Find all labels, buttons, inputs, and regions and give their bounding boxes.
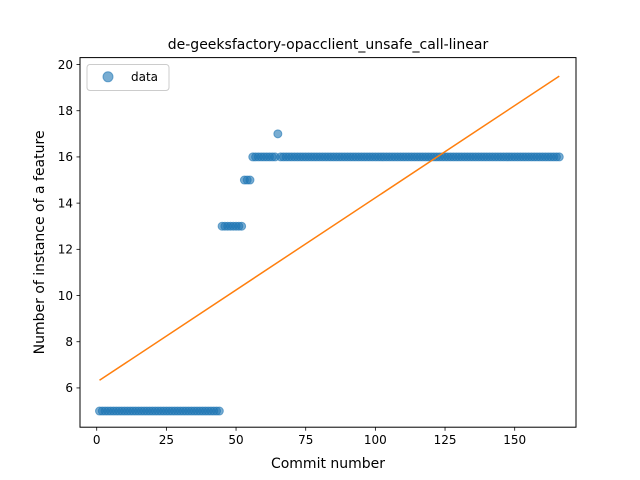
y-tick-label: 18 <box>58 104 73 118</box>
legend-marker-data <box>102 71 114 83</box>
legend-label-data: data <box>131 70 158 84</box>
data-point <box>214 406 224 416</box>
data-point <box>554 152 564 162</box>
y-tick-label: 16 <box>58 150 73 164</box>
y-tick-label: 10 <box>58 289 73 303</box>
data-point <box>245 175 255 185</box>
y-tick-label: 14 <box>58 196 73 210</box>
x-tick-label: 125 <box>434 433 457 447</box>
x-axis-label: Commit number <box>271 456 385 472</box>
y-tick-label: 12 <box>58 243 73 257</box>
x-tick-label: 0 <box>93 433 101 447</box>
x-tick-label: 150 <box>503 433 526 447</box>
x-tick-label: 75 <box>298 433 313 447</box>
chart-title: de-geeksfactory-opacclient_unsafe_call-l… <box>168 37 489 53</box>
y-tick-label: 20 <box>58 58 73 72</box>
y-tick-label: 8 <box>65 335 73 349</box>
y-tick-label: 6 <box>65 381 73 395</box>
fit-line <box>99 75 560 381</box>
data-point <box>237 221 247 231</box>
legend-box <box>86 64 170 91</box>
y-axis: 6 8 10 12 14 16 18 20 <box>58 58 80 395</box>
x-axis: 0 25 50 75 100 125 150 <box>93 427 526 447</box>
plot-area <box>95 75 564 416</box>
axes-frame <box>79 57 577 428</box>
x-tick-label: 25 <box>159 433 174 447</box>
x-tick-label: 50 <box>228 433 243 447</box>
data-point <box>273 129 283 139</box>
legend: data <box>86 64 170 91</box>
x-tick-label: 100 <box>364 433 387 447</box>
y-axis-label: Number of instance of a feature <box>32 130 48 354</box>
